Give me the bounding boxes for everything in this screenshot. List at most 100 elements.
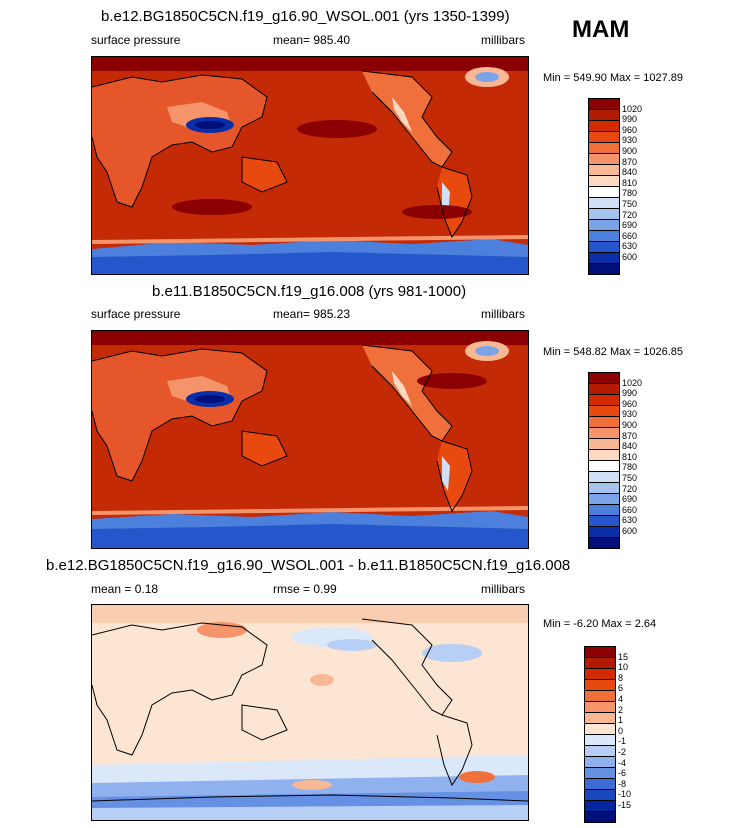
colorbar-tick-label: -4: [618, 757, 627, 768]
colorbar-tick-label: 6: [618, 683, 624, 694]
colorbar-tick-label: 8: [618, 672, 624, 683]
colorbar-tick-label: 990: [622, 388, 638, 399]
colorbar-swatch: [589, 383, 619, 394]
colorbar-swatch: [589, 373, 619, 383]
colorbar-tick-label: 1020: [622, 377, 643, 388]
colorbar-swatch: [589, 120, 619, 131]
colorbar-tick-label: 720: [622, 209, 638, 220]
colorbar-swatch: [589, 405, 619, 416]
panel3-coastlines: [92, 618, 528, 802]
colorbar-tick-label: 1: [618, 715, 624, 726]
colorbar-tick-label: 750: [622, 199, 638, 209]
colorbar-swatch: [589, 427, 619, 438]
panel1-mean-label: mean= 985.40: [273, 33, 351, 47]
colorbar-swatch: [589, 449, 619, 460]
colorbar-tick-label: 780: [622, 188, 638, 199]
colorbar-swatch: [589, 142, 619, 153]
colorbar-swatch: [589, 99, 619, 109]
panel2-map: [91, 330, 529, 549]
colorbar-tick-label: -6: [618, 768, 627, 779]
colorbar-swatch: [585, 734, 615, 745]
panel1-variable-label: surface pressure: [91, 33, 181, 47]
colorbar-swatch: [585, 712, 615, 723]
colorbar-swatch: [589, 131, 619, 142]
colorbar-tick-label: 630: [622, 515, 638, 526]
colorbar-tick-label: -15: [618, 800, 632, 810]
colorbar-swatch: [589, 460, 619, 471]
colorbar-tick-label: 690: [622, 494, 638, 505]
colorbar-swatch: [585, 701, 615, 712]
panel3-map: [91, 604, 529, 821]
colorbar-swatch: [585, 690, 615, 701]
colorbar-swatch: [589, 438, 619, 449]
panel2-land-south-america: [437, 441, 472, 511]
colorbar-swatch: [589, 482, 619, 493]
colorbar-swatch: [585, 668, 615, 679]
panel1-high-north-pacific: [297, 120, 377, 138]
colorbar-tick-label: -1: [618, 736, 627, 747]
colorbar-swatch: [589, 186, 619, 197]
colorbar-tick-label: 960: [622, 398, 638, 409]
colorbar-swatch: [589, 164, 619, 175]
colorbar-tick-label: 960: [622, 124, 638, 135]
colorbar-swatch: [589, 263, 619, 274]
colorbar-swatch: [589, 526, 619, 537]
colorbar-swatch: [589, 252, 619, 263]
colorbar-swatch: [589, 537, 619, 548]
colorbar-swatch: [585, 647, 615, 657]
panel2-colorbar: [588, 372, 620, 549]
colorbar-tick-label: -8: [618, 778, 627, 789]
colorbar-tick-label: 900: [622, 420, 638, 430]
colorbar-swatch: [585, 778, 615, 789]
panel2-variable-label: surface pressure: [91, 307, 181, 321]
colorbar-swatch: [589, 515, 619, 526]
panel3-rmse-label: rmse = 0.99: [273, 582, 337, 596]
colorbar-swatch: [585, 789, 615, 800]
colorbar-tick-label: 930: [622, 409, 638, 420]
panel3-colorbar: [584, 646, 616, 823]
panel2-units-label: millibars: [481, 307, 526, 321]
colorbar-tick-label: 840: [622, 441, 638, 452]
panel3-units-label: millibars: [481, 582, 526, 596]
colorbar-swatch: [585, 745, 615, 756]
colorbar-swatch: [585, 679, 615, 690]
panel3-title: b.e12.BG1850C5CN.f19_g16.90_WSOL.001 - b…: [46, 557, 571, 574]
colorbar-tick-label: 600: [622, 252, 638, 262]
colorbar-swatch: [589, 394, 619, 405]
colorbar-swatch: [585, 756, 615, 767]
colorbar-tick-label: 780: [622, 462, 638, 473]
colorbar-tick-label: 990: [622, 114, 638, 125]
colorbar-tick-label: 840: [622, 167, 638, 178]
colorbar-tick-label: 2: [618, 704, 624, 715]
colorbar-swatch: [589, 416, 619, 427]
panel2-land-africa-eurasia: [92, 349, 267, 481]
panel1-minmax-label: Min = 549.90 Max = 1027.89: [543, 72, 684, 84]
colorbar-tick-label: 15: [618, 651, 629, 662]
colorbar-tick-label: 900: [622, 146, 638, 156]
colorbar-tick-label: 870: [622, 156, 638, 167]
colorbar-swatch: [585, 657, 615, 668]
colorbar-swatch: [589, 230, 619, 241]
panel2-title: b.e11.B1850C5CN.f19_g16.008 (yrs 981-100…: [152, 283, 467, 300]
colorbar-tick-label: 930: [622, 135, 638, 146]
colorbar-swatch: [585, 800, 615, 811]
colorbar-swatch: [589, 197, 619, 208]
panel3-minmax-label: Min = -6.20 Max = 2.64: [543, 618, 657, 630]
colorbar-tick-label: 630: [622, 241, 638, 252]
colorbar-tick-label: 0: [618, 725, 624, 736]
colorbar-swatch: [585, 811, 615, 822]
colorbar-tick-label: 720: [622, 483, 638, 494]
colorbar-swatch: [589, 493, 619, 504]
colorbar-swatch: [589, 208, 619, 219]
panel1-colorbar: [588, 98, 620, 275]
panel2-minmax-label: Min = 548.82 Max = 1026.85: [543, 346, 684, 358]
colorbar-swatch: [589, 175, 619, 186]
colorbar-tick-label: -10: [618, 789, 632, 800]
panel3-positive-anomaly: [197, 622, 247, 638]
colorbar-swatch: [589, 241, 619, 252]
panel1-land-africa-eurasia: [92, 75, 267, 207]
colorbar-swatch: [589, 109, 619, 120]
colorbar-tick-label: 810: [622, 451, 638, 462]
panel1-land-south-america: [437, 167, 472, 237]
colorbar-tick-label: 1020: [622, 103, 643, 114]
